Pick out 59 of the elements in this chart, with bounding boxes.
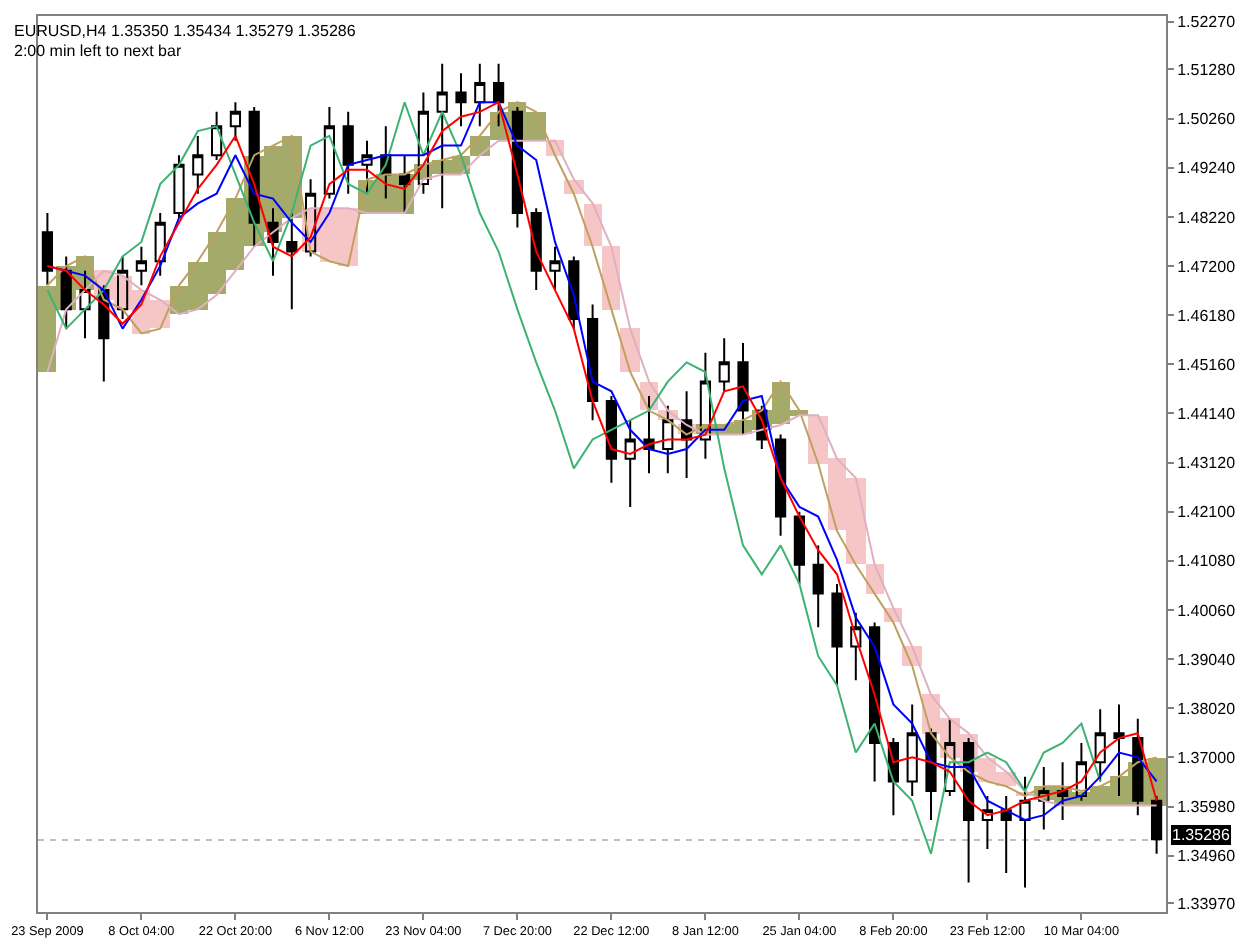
candlestick	[718, 337, 730, 393]
candlestick	[831, 582, 843, 687]
y-tick-label: 1.48220	[1177, 208, 1237, 227]
candlestick	[455, 72, 467, 128]
y-tick-label: 1.43120	[1177, 454, 1237, 473]
candlestick	[173, 154, 185, 219]
y-tick-label: 1.51280	[1177, 61, 1237, 80]
y-tick-label: 1.46180	[1177, 306, 1237, 325]
y-tick-label: 1.44140	[1177, 405, 1237, 424]
candlestick	[699, 351, 711, 460]
candlestick	[399, 154, 411, 215]
candlestick	[624, 419, 636, 508]
y-tick-label: 1.38020	[1177, 699, 1237, 718]
candlestick	[417, 91, 429, 195]
candlestick	[154, 212, 166, 277]
candlestick	[305, 178, 317, 258]
y-tick-label: 1.49240	[1177, 159, 1237, 178]
y-tick-label: 1.45160	[1177, 355, 1237, 374]
candlestick	[323, 106, 335, 200]
candlestick	[549, 245, 561, 292]
candlestick	[135, 245, 147, 287]
candlestick	[793, 510, 805, 585]
candlestick	[812, 544, 824, 629]
candlestick	[1000, 794, 1012, 874]
candlestick	[117, 255, 129, 320]
candlestick	[1038, 766, 1050, 831]
y-tick-label: 1.40060	[1177, 601, 1237, 620]
candlestick	[981, 794, 993, 850]
text: 2:00 min left to next bar	[14, 42, 182, 60]
candlestick	[1094, 708, 1106, 783]
y-tick-label: 1.42100	[1177, 503, 1237, 522]
candlestick	[286, 212, 298, 311]
candlestick	[775, 433, 787, 537]
candlestick	[944, 717, 956, 797]
y-tick-label: 1.37000	[1177, 748, 1237, 767]
y-tick-label: 1.39040	[1177, 650, 1237, 669]
y-tick-label: 1.52270	[1177, 13, 1237, 32]
y-tick-label: 1.33970	[1177, 894, 1237, 913]
y-tick-label: 1.47200	[1177, 257, 1237, 276]
candlestick	[342, 110, 354, 195]
candlestick	[436, 62, 448, 210]
ref-line-label: 1.35286	[1172, 826, 1231, 844]
candlestick	[906, 703, 918, 797]
candlestick	[850, 611, 862, 682]
candlestick	[605, 395, 617, 484]
candlestick	[211, 110, 223, 162]
candlestick	[1057, 761, 1069, 821]
y-tick-label: 1.41080	[1177, 552, 1237, 571]
candlestick	[1019, 775, 1031, 889]
candlestick	[229, 101, 241, 142]
candlestick	[662, 404, 674, 475]
chart-title: EURUSD,H4 1.35350 1.35434 1.35279 1.35286	[14, 22, 357, 40]
candlestick	[41, 212, 53, 287]
y-tick-label: 1.35980	[1177, 798, 1237, 817]
candlestick	[474, 62, 486, 128]
candlestick	[1075, 741, 1087, 802]
y-tick-label: 1.50260	[1177, 110, 1237, 129]
candlestick	[192, 134, 204, 195]
y-tick-label: 1.34960	[1177, 847, 1237, 866]
